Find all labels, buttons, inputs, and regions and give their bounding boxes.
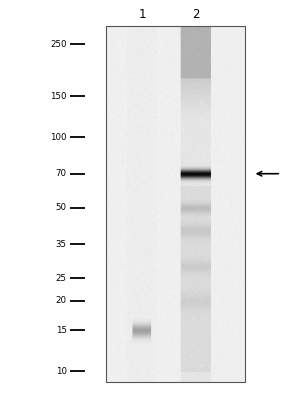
Text: 10: 10 bbox=[56, 367, 67, 376]
Bar bbox=[106, 26, 245, 382]
Text: 25: 25 bbox=[56, 274, 67, 283]
Text: 35: 35 bbox=[56, 240, 67, 248]
Text: 20: 20 bbox=[56, 296, 67, 305]
Text: 250: 250 bbox=[50, 40, 67, 49]
Text: 150: 150 bbox=[50, 92, 67, 101]
Text: 50: 50 bbox=[56, 203, 67, 212]
Text: 2: 2 bbox=[192, 8, 200, 20]
Text: 70: 70 bbox=[56, 169, 67, 178]
Text: 100: 100 bbox=[50, 133, 67, 142]
Text: 15: 15 bbox=[56, 326, 67, 334]
Text: 1: 1 bbox=[138, 8, 146, 20]
